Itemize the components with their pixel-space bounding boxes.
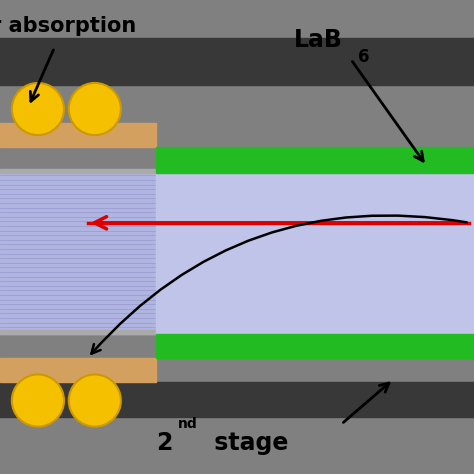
Bar — [0, 382, 474, 417]
Bar — [156, 334, 474, 358]
Bar — [156, 147, 474, 173]
Text: 2: 2 — [156, 431, 173, 455]
Circle shape — [69, 374, 121, 427]
Bar — [0, 330, 156, 334]
Circle shape — [69, 83, 121, 135]
Circle shape — [12, 374, 64, 427]
Text: nd: nd — [178, 417, 198, 431]
Text: r absorption: r absorption — [0, 16, 136, 36]
Text: stage: stage — [206, 431, 289, 455]
Bar — [0, 358, 156, 382]
Bar — [0, 38, 474, 85]
Bar — [0, 169, 156, 173]
Bar — [156, 173, 474, 334]
Text: 6: 6 — [358, 48, 369, 66]
Text: LaB: LaB — [294, 28, 343, 52]
Bar — [0, 123, 156, 147]
Bar — [0, 173, 474, 334]
Circle shape — [12, 83, 64, 135]
